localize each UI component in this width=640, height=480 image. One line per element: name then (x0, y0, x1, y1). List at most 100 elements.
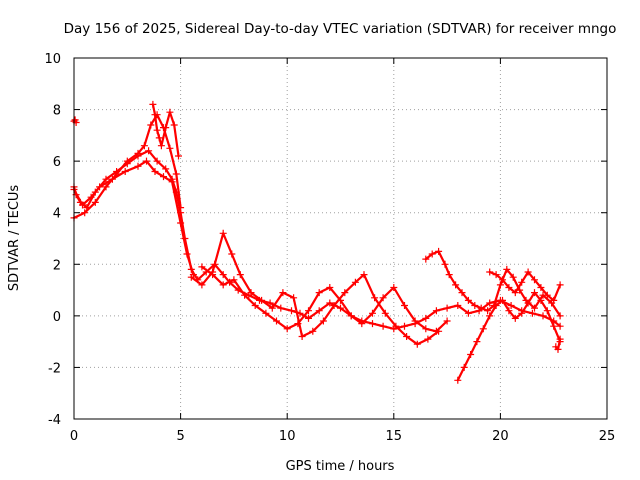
data-point-marker (170, 121, 178, 129)
data-point-marker (369, 309, 376, 317)
data-point-marker (554, 345, 562, 353)
data-point-marker (556, 335, 564, 343)
data-point-marker (473, 338, 481, 346)
data-point-marker (464, 309, 472, 317)
data-point-marker (486, 299, 494, 307)
data-point-marker (413, 340, 421, 348)
data-point-marker (209, 271, 217, 279)
data-point-marker (309, 327, 317, 335)
data-point-marker (151, 168, 159, 175)
data-point-marker (432, 307, 440, 315)
data-point-marker (230, 276, 238, 284)
data-point-marker (157, 142, 165, 150)
series-late-upper (486, 268, 564, 304)
data-point-marker (326, 284, 334, 291)
data-point-marker (379, 294, 387, 302)
data-point-marker (556, 312, 564, 320)
data-point-marker (341, 289, 349, 297)
data-point-marker (315, 307, 323, 315)
data-point-marker (543, 291, 551, 299)
data-point-marker (166, 144, 174, 152)
y-tick-label: -4 (48, 413, 61, 428)
data-point-marker (477, 304, 485, 312)
data-point-marker (499, 296, 506, 304)
y-tick-label: 0 (53, 310, 61, 325)
data-point-marker (149, 100, 157, 108)
data-point-marker (153, 157, 161, 165)
data-point-marker (315, 289, 323, 297)
data-point-marker (251, 302, 259, 309)
x-tick-label: 10 (279, 429, 296, 444)
data-point-marker (87, 193, 95, 201)
series-trace (488, 270, 562, 302)
y-axis-label: SDTVAR / TECUs (7, 185, 22, 292)
data-point-marker (537, 296, 545, 304)
data-point-marker (411, 317, 419, 325)
data-point-marker (422, 325, 430, 333)
data-point-marker (443, 317, 451, 325)
data-point-marker (228, 250, 236, 258)
plot-frame (73, 57, 608, 420)
data-point-marker (326, 299, 334, 307)
data-point-marker (445, 271, 453, 279)
data-point-marker (305, 307, 312, 315)
data-point-marker (524, 299, 532, 307)
data-point-marker (236, 271, 244, 279)
data-point-marker (108, 175, 116, 183)
data-point-marker (219, 271, 227, 279)
data-point-marker (496, 281, 504, 289)
data-point-marker (441, 260, 449, 268)
data-point-marker (507, 302, 515, 309)
data-point-marker (121, 168, 129, 175)
data-point-marker (484, 307, 492, 315)
data-point-marker (511, 314, 519, 322)
data-point-marker (358, 320, 366, 328)
data-point-marker (81, 209, 89, 217)
data-point-marker (550, 322, 558, 330)
data-point-marker (162, 124, 170, 132)
data-point-marker (424, 335, 432, 343)
y-tick-label: -2 (48, 361, 61, 376)
x-tick-label: 0 (70, 429, 78, 444)
x-tick-label: 25 (599, 429, 616, 444)
data-point-marker (486, 312, 494, 320)
series-end-dip (552, 335, 564, 353)
data-point-marker (379, 322, 387, 330)
data-point-marker (381, 309, 389, 317)
data-point-marker (371, 294, 379, 302)
data-point-marker (401, 322, 408, 330)
data-point-marker (556, 281, 564, 289)
data-point-marker (91, 198, 99, 206)
data-point-marker (454, 376, 462, 384)
data-point-marker (486, 268, 494, 276)
x-tick-label: 5 (176, 429, 184, 444)
data-point-marker (187, 273, 195, 281)
data-point-marker (151, 111, 159, 119)
y-tick-label: 10 (44, 52, 61, 67)
data-point-marker (403, 333, 411, 340)
data-point-marker (155, 134, 163, 142)
data-point-marker (123, 157, 131, 165)
data-point-marker (198, 263, 206, 271)
data-point-marker (330, 302, 338, 309)
data-point-marker (134, 162, 142, 170)
data-point-marker (177, 219, 185, 227)
chart-title: Day 156 of 2025, Sidereal Day-to-day VTE… (64, 21, 617, 37)
data-point-marker (454, 302, 462, 309)
data-point-marker (351, 278, 359, 286)
data-point-marker (102, 183, 110, 191)
data-point-marker (273, 317, 280, 325)
series-trace (72, 113, 182, 219)
y-tick-label: 6 (53, 155, 61, 170)
data-point-marker (79, 201, 86, 209)
data-point-marker (458, 289, 466, 297)
data-point-marker (390, 284, 398, 291)
data-point-marker (503, 265, 511, 273)
y-tick-label: 4 (53, 207, 61, 222)
x-tick-label: 15 (386, 429, 403, 444)
data-point-marker (145, 147, 153, 155)
series-wave-a (187, 229, 443, 348)
tick-layer: 0 5 10 15 20 25 -4 -2 0 2 4 6 8 10 (44, 52, 615, 444)
data-point-marker (452, 281, 460, 289)
